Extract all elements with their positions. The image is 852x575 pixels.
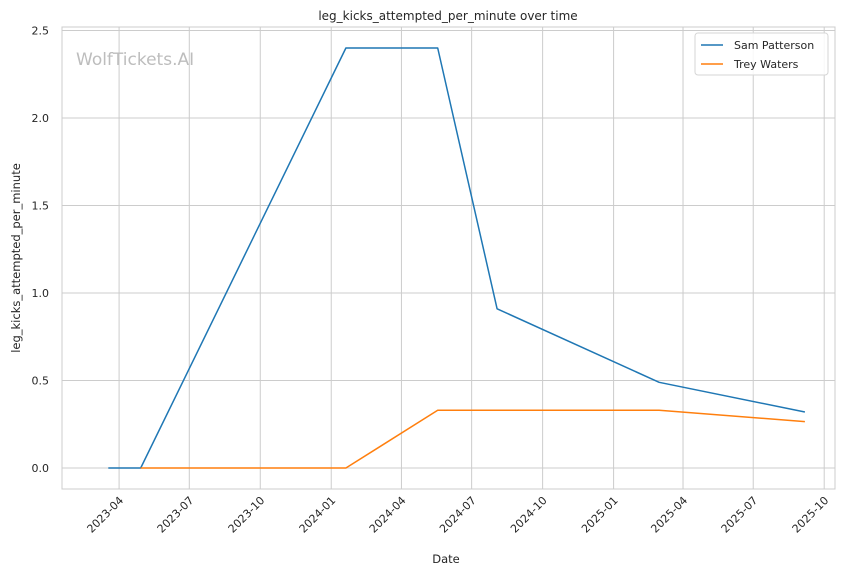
x-tick-label: 2024-01 bbox=[297, 494, 339, 536]
x-tick-label: 2023-04 bbox=[85, 494, 127, 536]
y-tick-label: 2.0 bbox=[32, 112, 50, 125]
legend: Sam Patterson Trey Waters bbox=[694, 32, 829, 76]
y-tick-label: 1.5 bbox=[32, 200, 50, 213]
y-tick-label: 0.0 bbox=[32, 462, 50, 475]
series-lines bbox=[108, 47, 806, 469]
legend-label: Sam Patterson bbox=[734, 39, 814, 52]
legend-label: Trey Waters bbox=[733, 58, 799, 71]
x-tick-label: 2025-07 bbox=[719, 494, 761, 536]
series-line bbox=[140, 409, 805, 469]
y-tick-label: 2.5 bbox=[32, 25, 50, 38]
x-tick-label: 2023-10 bbox=[226, 494, 268, 536]
x-tick-label: 2025-10 bbox=[790, 494, 832, 536]
x-tick-label: 2024-04 bbox=[367, 494, 409, 536]
grid-lines bbox=[62, 27, 835, 489]
x-tick-label: 2025-04 bbox=[648, 494, 690, 536]
plot-background bbox=[61, 26, 836, 490]
x-tick-label: 2025-01 bbox=[579, 494, 621, 536]
chart-title: leg_kicks_attempted_per_minute over time bbox=[318, 9, 577, 23]
x-tick-label: 2024-07 bbox=[437, 494, 479, 536]
y-tick-label: 1.0 bbox=[32, 287, 50, 300]
legend-box bbox=[694, 32, 829, 76]
x-axis-title: Date bbox=[432, 552, 460, 566]
x-tick-label: 2024-10 bbox=[508, 494, 550, 536]
y-axis-title: leg_kicks_attempted_per_minute bbox=[9, 163, 23, 353]
x-tick-label: 2023-07 bbox=[155, 494, 197, 536]
y-tick-label: 0.5 bbox=[32, 375, 50, 388]
watermark: WolfTickets.AI bbox=[76, 50, 194, 70]
